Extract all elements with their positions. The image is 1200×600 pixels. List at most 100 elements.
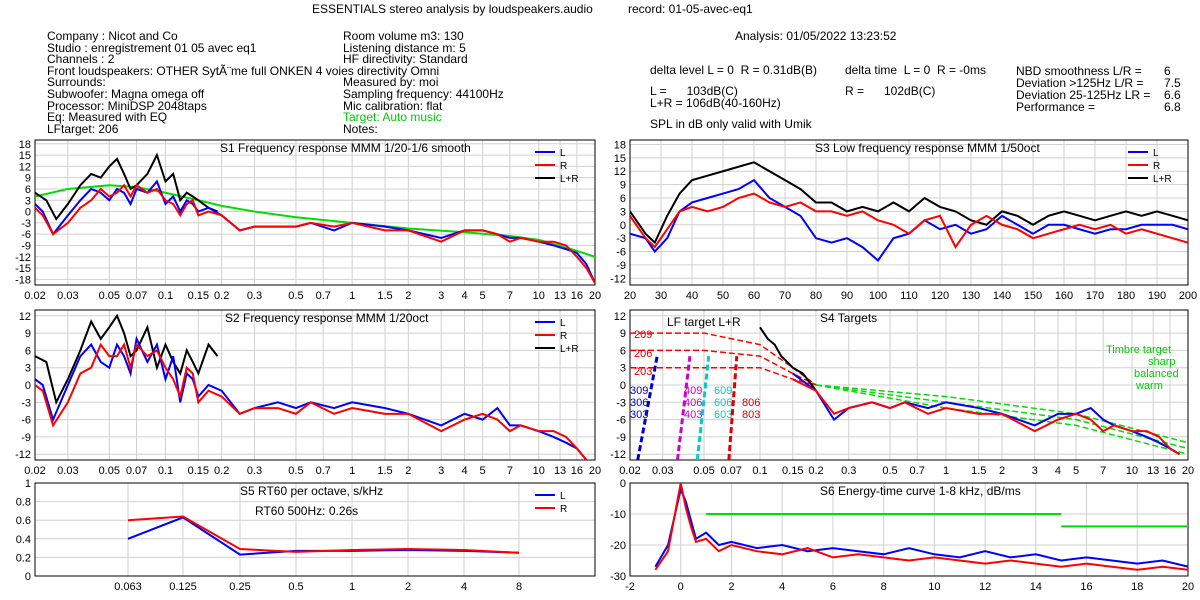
x-tick-label: 10	[533, 290, 545, 302]
info-mid-line: Notes:	[343, 121, 378, 136]
x-tick-label: 0.07	[126, 290, 147, 302]
series-L	[654, 485, 1188, 568]
legend-label: L+R	[560, 174, 579, 185]
x-tick-label: 3	[438, 290, 444, 302]
y-tick-label: -3	[616, 233, 626, 245]
target-label: 803	[742, 409, 760, 421]
info-left-line: Studio : enregistrement 01 05 avec eq1	[47, 40, 257, 55]
info-mid-line: Mic calibration: flat	[343, 98, 443, 113]
target-label: 309	[630, 385, 648, 397]
target-label: 603	[714, 409, 732, 421]
y-tick-label: -30	[610, 571, 626, 583]
plot-frame	[34, 139, 596, 286]
series-L+R	[630, 161, 1188, 245]
x-tick-label: 150	[1024, 290, 1042, 302]
legend-label: L	[560, 318, 566, 329]
y-tick-label: 9	[25, 173, 31, 185]
chart-s1: 0.02 0.03 0.05 0.07 0.1 0.15 0.2 0.3 0.5 0.7 1 1.5 2…	[15, 139, 601, 302]
target-label: 806	[742, 397, 760, 409]
target-label: 203	[634, 366, 652, 378]
legend-label: L	[560, 491, 566, 502]
y-tick-label: -20	[610, 540, 626, 552]
info-mid-line: Sampling frequency: 44100Hz	[343, 87, 504, 101]
x-tick-label: 5	[1073, 465, 1079, 477]
record-label: record: 01-05-avec-eq1	[628, 2, 753, 16]
x-tick-label: 5	[480, 290, 486, 302]
plot-frame	[34, 482, 596, 577]
x-tick-label: 2	[405, 290, 411, 302]
series-R	[127, 515, 520, 554]
x-tick-label: 8	[516, 581, 522, 593]
x-tick-label: 4	[461, 465, 467, 477]
x-tick-label: 0.1	[158, 465, 173, 477]
spl-combined: L+R = 106dB(40-160Hz)	[650, 96, 781, 110]
x-tick-label: 160	[1055, 290, 1073, 302]
x-tick-label: 0	[678, 581, 684, 593]
y-tick-label: -9	[21, 432, 31, 444]
delta-level: delta level L = 0 R = 0.31dB(B)	[650, 63, 817, 77]
y-tick-label: 9	[25, 328, 31, 340]
info-mid-line: Room volume m3: 130	[343, 29, 464, 43]
chart-s2: 0.02 0.03 0.05 0.07 0.1 0.15 0.2 0.3 0.5 0.7 1 1.5 2…	[15, 309, 601, 477]
y-tick-label: 0	[25, 207, 31, 219]
y-tick-label: 1	[25, 478, 31, 490]
x-tick-label: 0.05	[693, 465, 714, 477]
x-tick-label: 12	[979, 581, 991, 593]
x-tick-label: 0.15	[188, 465, 209, 477]
target-label: 403	[684, 409, 702, 421]
x-tick-label: 60	[748, 290, 760, 302]
y-tick-label: -12	[610, 273, 626, 285]
x-tick-label: 0.2	[808, 465, 823, 477]
info-mid-line: Measured by: moi	[343, 75, 439, 90]
x-tick-label: 0.15	[188, 290, 209, 302]
y-tick-label: -6	[616, 415, 626, 427]
x-tick-label: 0.07	[126, 465, 147, 477]
x-tick-label: 40	[686, 290, 698, 302]
series-L	[630, 178, 1188, 262]
y-tick-label: 6	[620, 193, 626, 205]
legend-label: R	[560, 331, 567, 342]
series-L+R	[35, 313, 219, 406]
x-tick-label: 1.5	[971, 465, 986, 477]
spl-right: R = 102dB(C)	[845, 84, 936, 98]
y-tick-label: -9	[616, 260, 626, 272]
x-tick-label: 20	[1182, 581, 1194, 593]
x-tick-label: 0.03	[652, 465, 673, 477]
info-left-line: Eq: Measured with EQ	[47, 110, 168, 125]
legend-label: R	[1153, 161, 1160, 172]
x-tick-label: 0.7	[910, 465, 925, 477]
x-tick-label: 20	[624, 290, 636, 302]
x-tick-label: 0.5	[288, 290, 303, 302]
x-tick-label: 180	[1117, 290, 1135, 302]
x-tick-label: 4	[461, 290, 467, 302]
x-tick-label: 14	[1030, 581, 1042, 593]
series-R	[630, 192, 1188, 250]
x-tick-label: 110	[900, 290, 918, 302]
y-tick-label: -6	[21, 229, 31, 241]
y-tick-label: -15	[15, 263, 31, 275]
metric-value: 6.6	[1164, 88, 1181, 102]
x-tick-label: 2	[728, 581, 734, 593]
chart-title: S6 Energy-time curve 1-8 kHz, dB/ms	[820, 484, 1021, 498]
info-left-line: Front loudspeakers: OTHER SytÃ¨me full O…	[47, 63, 440, 78]
info-left-line: LFtarget: 206	[47, 121, 119, 136]
y-tick-label: -6	[21, 415, 31, 427]
chart-title: S1 Frequency response MMM 1/20-1/6 smoot…	[220, 141, 471, 155]
y-tick-label: 15	[614, 153, 626, 165]
x-tick-label: 20	[589, 290, 601, 302]
target-label: 606	[714, 397, 732, 409]
y-tick-label: -12	[15, 449, 31, 461]
x-tick-label: 10	[928, 581, 940, 593]
timbre-warm-label: warm	[1135, 380, 1163, 392]
y-tick-label: 0	[25, 380, 31, 392]
series-L+R	[35, 152, 218, 221]
x-tick-label: 6	[830, 581, 836, 593]
x-tick-label: 100	[869, 290, 887, 302]
target-label: 209	[634, 329, 652, 341]
x-tick-label: 140	[993, 290, 1011, 302]
y-tick-label: 15	[19, 150, 31, 162]
info-mid-line: Target: Auto music	[343, 110, 442, 125]
x-tick-label: 120	[931, 290, 949, 302]
metric-value: 7.5	[1164, 76, 1181, 90]
